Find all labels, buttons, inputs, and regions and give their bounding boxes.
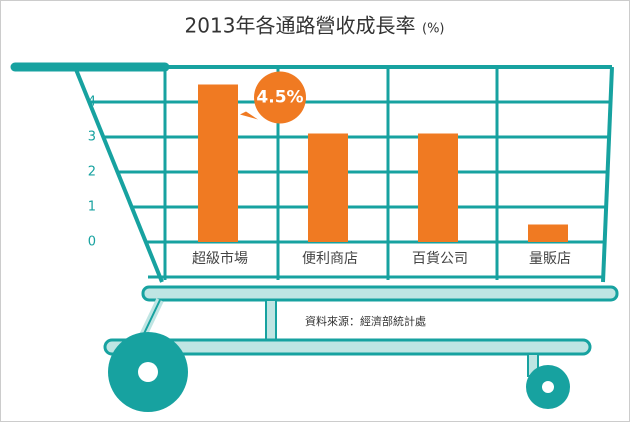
chart-title: 2013年各通路營收成長率 [185,14,416,38]
y-tick-label: 3 [88,130,96,145]
x-tick-label: 便利商店 [302,251,358,267]
cart-leg [265,299,277,341]
x-tick-label: 百貨公司 [412,250,468,267]
y-tick-label: 1 [88,200,96,215]
bar [528,224,568,242]
source-note: 資料來源：經濟部統計處 [305,314,426,328]
y-tick-label: 0 [88,235,96,250]
y-tick-label: 4 [88,95,96,110]
wheel-hub [138,362,158,382]
x-tick-label: 超級市場 [192,250,248,267]
bar [198,84,238,242]
wheel-hub [542,381,554,393]
cart-rail [141,285,619,302]
unit-label: (%) [422,22,445,37]
bar [418,133,458,242]
callout-bubble [254,71,306,124]
value-label: 4.5% [256,88,303,108]
bar [308,133,348,242]
x-tick-label: 量販店 [529,251,571,267]
cart-base [103,338,592,356]
y-tick-label: 2 [88,165,96,180]
callout-tail [240,111,258,120]
